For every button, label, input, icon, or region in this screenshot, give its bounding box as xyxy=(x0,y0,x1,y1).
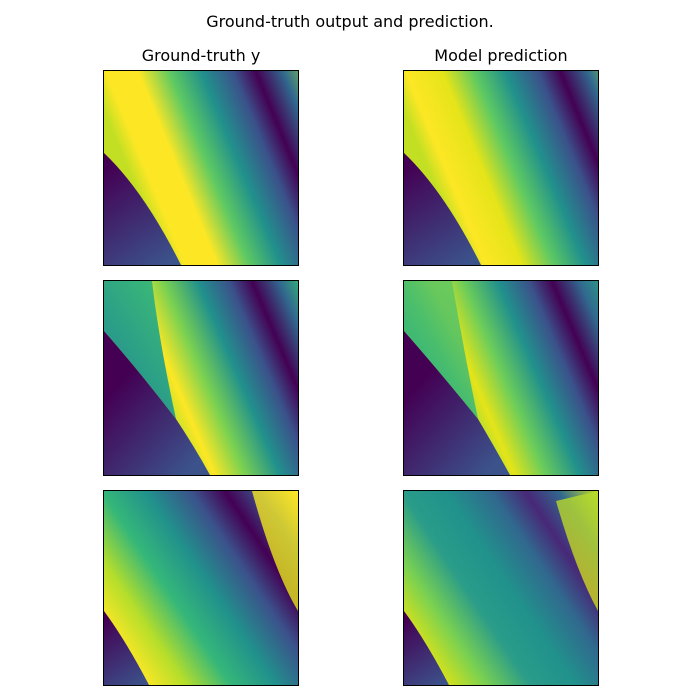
heatmap-image xyxy=(404,281,598,475)
heatmap-image xyxy=(404,491,598,685)
column-title-ground-truth: Ground-truth y xyxy=(141,46,261,65)
heatmap-panel-r1-model-prediction xyxy=(403,70,599,266)
heatmap-image xyxy=(104,281,298,475)
heatmap-panel-r3-ground-truth xyxy=(103,490,299,686)
heatmap-image xyxy=(404,71,598,265)
figure-title: Ground-truth output and prediction. xyxy=(206,12,494,31)
heatmap-panel-r1-ground-truth xyxy=(103,70,299,266)
heatmap-panel-r3-model-prediction xyxy=(403,490,599,686)
column-title-model-prediction: Model prediction xyxy=(434,46,568,65)
heatmap-panel-r2-model-prediction xyxy=(403,280,599,476)
heatmap-panel-r2-ground-truth xyxy=(103,280,299,476)
heatmap-image xyxy=(104,491,298,685)
heatmap-image xyxy=(104,71,298,265)
